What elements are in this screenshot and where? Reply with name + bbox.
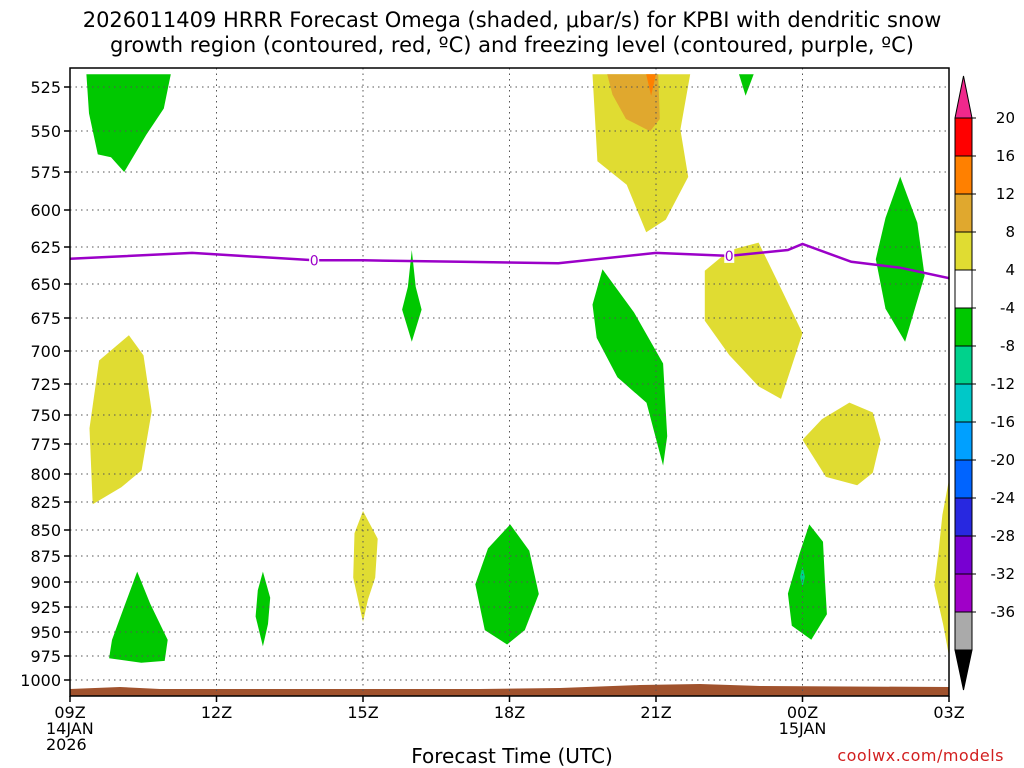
omega-region-5 bbox=[353, 511, 378, 622]
omega-shaded-regions bbox=[86, 74, 949, 663]
colorbar: 20 16 12 8 4 -4 -8 -12 -16 -20 -24 -28 -32 -36 bbox=[954, 75, 1016, 691]
colorbar-label: -24 bbox=[991, 489, 1016, 507]
y-tick-label-800: 800 bbox=[30, 465, 61, 484]
y-tick-label-600: 600 bbox=[30, 201, 61, 220]
colorbar-label: 8 bbox=[1005, 223, 1015, 241]
freezing-level-label: 0 bbox=[725, 249, 734, 265]
y-tick-label-950: 950 bbox=[30, 623, 61, 642]
x-tick-label: 09Z bbox=[54, 703, 85, 722]
omega-region-11 bbox=[592, 269, 668, 466]
y-tick-label-525: 525 bbox=[30, 78, 61, 97]
colorbar-swatch bbox=[954, 497, 973, 537]
colorbar-swatch bbox=[954, 535, 973, 575]
colorbar-swatch bbox=[954, 155, 973, 195]
omega-region-10 bbox=[646, 74, 656, 96]
colorbar-label: -32 bbox=[991, 565, 1016, 583]
omega-region-6 bbox=[402, 250, 422, 342]
colorbar-swatch bbox=[954, 611, 973, 651]
site-credit: coolwx.com/models bbox=[837, 746, 1004, 765]
y-tick-label-1000: 1000 bbox=[20, 671, 61, 690]
omega-region-2 bbox=[89, 335, 152, 505]
chart-title-line-1: 2026011409 HRRR Forecast Omega (shaded, … bbox=[82, 8, 942, 32]
colorbar-label: -36 bbox=[991, 603, 1016, 621]
y-tick-label-750: 750 bbox=[30, 406, 61, 425]
omega-region-16 bbox=[800, 566, 805, 587]
omega-region-4 bbox=[255, 571, 271, 647]
colorbar-swatch bbox=[954, 345, 973, 385]
omega-region-18 bbox=[934, 479, 949, 656]
x-tick-label: 00Z bbox=[787, 703, 818, 722]
x-tick-label: 15Z bbox=[347, 703, 378, 722]
colorbar-label: 16 bbox=[996, 147, 1015, 165]
colorbar-label: -4 bbox=[1000, 299, 1015, 317]
y-tick-label-975: 975 bbox=[30, 647, 61, 666]
x-tick-label: 12Z bbox=[201, 703, 232, 722]
y-tick-label-875: 875 bbox=[30, 547, 61, 566]
colorbar-label: 20 bbox=[996, 109, 1015, 127]
x-tick-label: 2026 bbox=[46, 735, 87, 754]
y-tick-label-675: 675 bbox=[30, 309, 61, 328]
colorbar-label: -20 bbox=[991, 451, 1016, 469]
omega-region-7 bbox=[475, 524, 539, 645]
y-axis-ticks: 525 550 575 600 625 650 675 700 725 750 775 800 825 8… bbox=[20, 78, 70, 690]
colorbar-swatch bbox=[954, 459, 973, 499]
y-tick-label-775: 775 bbox=[30, 435, 61, 454]
y-tick-label-575: 575 bbox=[30, 163, 61, 182]
omega-region-3 bbox=[109, 571, 168, 663]
colorbar-label: 12 bbox=[996, 185, 1015, 203]
x-tick-label: 14JAN bbox=[46, 719, 94, 738]
omega-region-17 bbox=[875, 176, 925, 342]
y-tick-label-700: 700 bbox=[30, 342, 61, 361]
colorbar-swatch bbox=[954, 231, 973, 271]
chart-title-line-2: growth region (contoured, red, ºC) and f… bbox=[110, 33, 914, 57]
colorbar-top-arrow bbox=[954, 75, 973, 119]
x-axis-label: Forecast Time (UTC) bbox=[411, 744, 613, 768]
omega-region-9 bbox=[607, 74, 660, 132]
x-tick-label: 18Z bbox=[494, 703, 525, 722]
omega-region-12 bbox=[704, 242, 803, 399]
freezing-level-label: 0 bbox=[310, 253, 319, 269]
colorbar-label: -8 bbox=[1000, 337, 1015, 355]
colorbar-label: -16 bbox=[991, 413, 1016, 431]
y-tick-label-900: 900 bbox=[30, 573, 61, 592]
colorbar-bottom-arrow bbox=[954, 649, 973, 691]
contour-label-bg bbox=[724, 248, 735, 263]
omega-region-14 bbox=[802, 402, 881, 486]
y-tick-label-650: 650 bbox=[30, 275, 61, 294]
colorbar-label: -12 bbox=[991, 375, 1016, 393]
omega-region-13 bbox=[739, 74, 754, 96]
x-tick-label: 21Z bbox=[640, 703, 671, 722]
x-tick-label: 15JAN bbox=[779, 719, 827, 738]
colorbar-swatch bbox=[954, 573, 973, 613]
colorbar-swatch bbox=[954, 421, 973, 461]
x-tick-label: 03Z bbox=[933, 703, 964, 722]
colorbar-label: 4 bbox=[1005, 261, 1015, 279]
y-tick-label-825: 825 bbox=[30, 493, 61, 512]
colorbar-swatch bbox=[954, 193, 973, 233]
y-tick-label-725: 725 bbox=[30, 375, 61, 394]
y-tick-label-625: 625 bbox=[30, 238, 61, 257]
y-tick-label-925: 925 bbox=[30, 598, 61, 617]
colorbar-swatch bbox=[954, 269, 973, 309]
y-tick-label-850: 850 bbox=[30, 521, 61, 540]
colorbar-swatch bbox=[954, 117, 973, 157]
colorbar-swatch bbox=[954, 307, 973, 347]
y-tick-label-550: 550 bbox=[30, 122, 61, 141]
omega-region-1 bbox=[86, 74, 171, 172]
omega-region-8 bbox=[592, 74, 691, 233]
colorbar-swatch bbox=[954, 383, 973, 423]
contour-label-bg bbox=[309, 253, 320, 268]
colorbar-label: -28 bbox=[991, 527, 1016, 545]
